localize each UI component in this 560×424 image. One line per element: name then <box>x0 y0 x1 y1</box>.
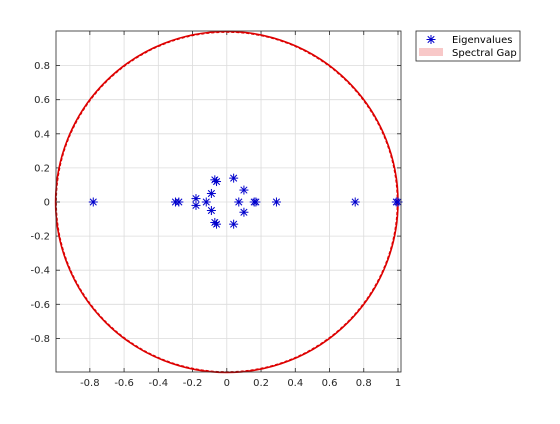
x-tick-label: -0.2 <box>183 378 203 389</box>
y-tick-labels: -0.8 -0.6 -0.4 -0.2 0 0.2 0.4 0.6 0.8 <box>30 61 50 345</box>
eigenvalue-point <box>229 219 239 229</box>
eigenvalue-marker-stroke <box>272 198 281 206</box>
y-tick-label: -0.2 <box>30 232 50 243</box>
eigenvalue-marker-stroke <box>89 198 97 206</box>
eigenvalue-point <box>206 188 216 198</box>
x-tick-label: -0.4 <box>149 378 169 389</box>
y-tick-label: 0 <box>44 198 50 209</box>
y-tick-label: -0.8 <box>30 334 50 345</box>
eigenvalue-marker-stroke <box>427 35 435 44</box>
eigenvalue-marker-stroke <box>240 208 248 216</box>
y-tick-label: 0.2 <box>34 163 50 174</box>
plot-box <box>55 30 402 373</box>
eigenvalue-marker-stroke <box>230 174 238 182</box>
x-tick-labels: -0.8 -0.6 -0.4 -0.2 0 0.2 0.4 0.6 0.8 1 <box>80 378 401 389</box>
y-tick-label: 0.6 <box>34 95 50 106</box>
eigenvalue-marker-stroke <box>202 198 210 206</box>
eigenvalue-point <box>239 185 249 195</box>
eigenvalue-marker-stroke <box>252 198 260 206</box>
eigenvalue-marker-stroke <box>207 189 215 198</box>
eigenvalue-marker-stroke <box>351 198 359 206</box>
x-tick-label: 1 <box>395 378 401 389</box>
eigenvalue-marker-stroke <box>230 220 238 228</box>
eigenvalue-point <box>191 200 201 210</box>
eigenvalue-marker-stroke <box>212 220 221 228</box>
eigenvalue-marker-stroke <box>394 198 402 206</box>
eigenvalue-point <box>174 197 184 207</box>
eigenvalue-point <box>191 194 201 204</box>
eigenvalue-marker-stroke <box>175 198 183 206</box>
y-tick-label: 0.4 <box>34 129 50 140</box>
eigenvalue-point <box>271 197 281 207</box>
plot-background <box>56 31 401 372</box>
eigenvalue-point <box>212 177 222 187</box>
x-tick-label: 0.6 <box>322 378 338 389</box>
eigenvalue-point <box>239 207 249 217</box>
legend-spectral-gap-swatch <box>419 48 443 56</box>
legend[interactable]: Eigenvalues Spectral Gap <box>415 30 521 62</box>
eigenvalue-point <box>234 197 244 207</box>
x-tick-label: -0.6 <box>114 378 134 389</box>
y-tick-label: -0.6 <box>30 300 50 311</box>
eigenvalue-point <box>212 219 222 229</box>
eigenvalue-point <box>206 206 216 216</box>
eigenvalue-point <box>350 197 360 207</box>
x-tick-label: 0 <box>224 378 230 389</box>
legend-spectral-gap-label: Spectral Gap <box>452 48 517 59</box>
eigenvalue-point <box>88 197 98 207</box>
x-tick-label: 0.2 <box>253 378 269 389</box>
eigenvalue-marker-stroke <box>192 194 200 203</box>
x-tick-label: 0.4 <box>287 378 303 389</box>
eigenvalue-marker-stroke <box>212 177 221 186</box>
x-tick-label: -0.8 <box>80 378 100 389</box>
eigenvalue-marker-stroke <box>240 186 248 194</box>
eigenvalue-marker-stroke <box>207 206 215 215</box>
eigenvalue-marker-stroke <box>235 198 243 206</box>
y-tick-label: 0.8 <box>34 61 50 72</box>
legend-eigenvalues-marker <box>426 35 436 44</box>
legend-eigenvalues-label: Eigenvalues <box>452 35 512 46</box>
eigenvalue-point <box>251 197 261 207</box>
eigenvalue-point <box>201 197 211 207</box>
y-tick-label: -0.4 <box>30 266 50 277</box>
x-tick-label: 0.8 <box>356 378 372 389</box>
legend-eigenvalue-asterisk <box>426 35 436 44</box>
eigenvalue-marker-stroke <box>192 201 200 210</box>
eigenvalue-point <box>229 173 239 183</box>
